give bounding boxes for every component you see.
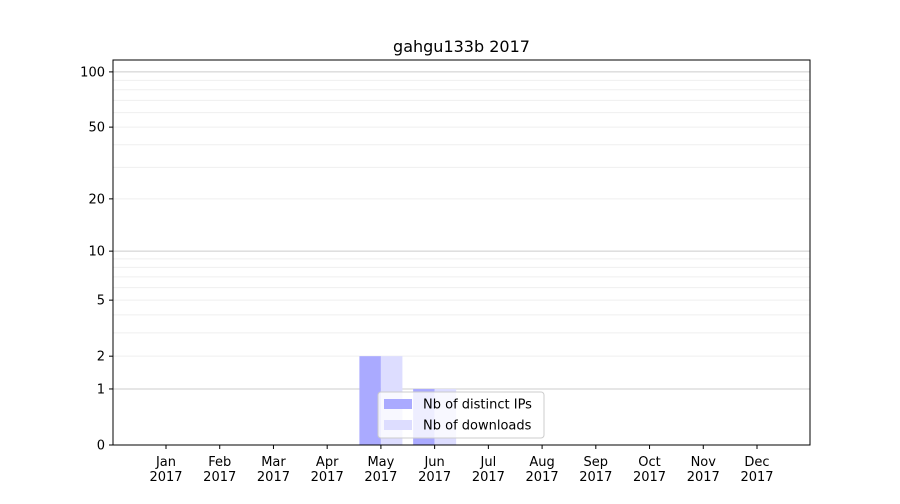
x-tick-label: Jan 2017 — [149, 455, 182, 485]
bar-nb-of-distinct-ips — [359, 356, 381, 445]
x-tick-label: Feb 2017 — [203, 455, 236, 485]
x-tick-label: Dec 2017 — [740, 455, 773, 485]
legend-label: Nb of downloads — [423, 419, 532, 434]
y-tick-label: 20 — [88, 192, 105, 207]
legend-swatch — [384, 399, 412, 409]
legend-box — [377, 391, 545, 439]
x-tick-label: May 2017 — [364, 455, 397, 485]
x-tick-label: Sep 2017 — [579, 455, 612, 485]
x-tick-label: Aug 2017 — [526, 455, 559, 485]
y-tick-label: 0 — [97, 439, 105, 454]
plot-frame — [112, 59, 811, 446]
x-tick-label: Nov 2017 — [687, 455, 720, 485]
x-tick-label: Jun 2017 — [418, 455, 451, 485]
x-tick-label: Oct 2017 — [633, 455, 666, 485]
legend-swatch — [384, 420, 412, 430]
x-tick-label: Mar 2017 — [257, 455, 290, 485]
y-tick-label: 50 — [88, 121, 105, 136]
legend-label: Nb of distinct IPs — [423, 398, 532, 413]
legend: Nb of distinct IPs Nb of downloads — [377, 391, 545, 439]
chart-title: gahgu133b 2017 — [393, 37, 530, 56]
y-tick-label: 1 — [97, 382, 105, 397]
y-tick-label: 10 — [88, 245, 105, 260]
y-tick-label: 2 — [97, 350, 105, 365]
x-tick-label: Apr 2017 — [311, 455, 344, 485]
y-tick-label: 5 — [97, 294, 105, 309]
x-tick-label: Jul 2017 — [472, 455, 505, 485]
y-tick-label: 100 — [80, 65, 105, 80]
